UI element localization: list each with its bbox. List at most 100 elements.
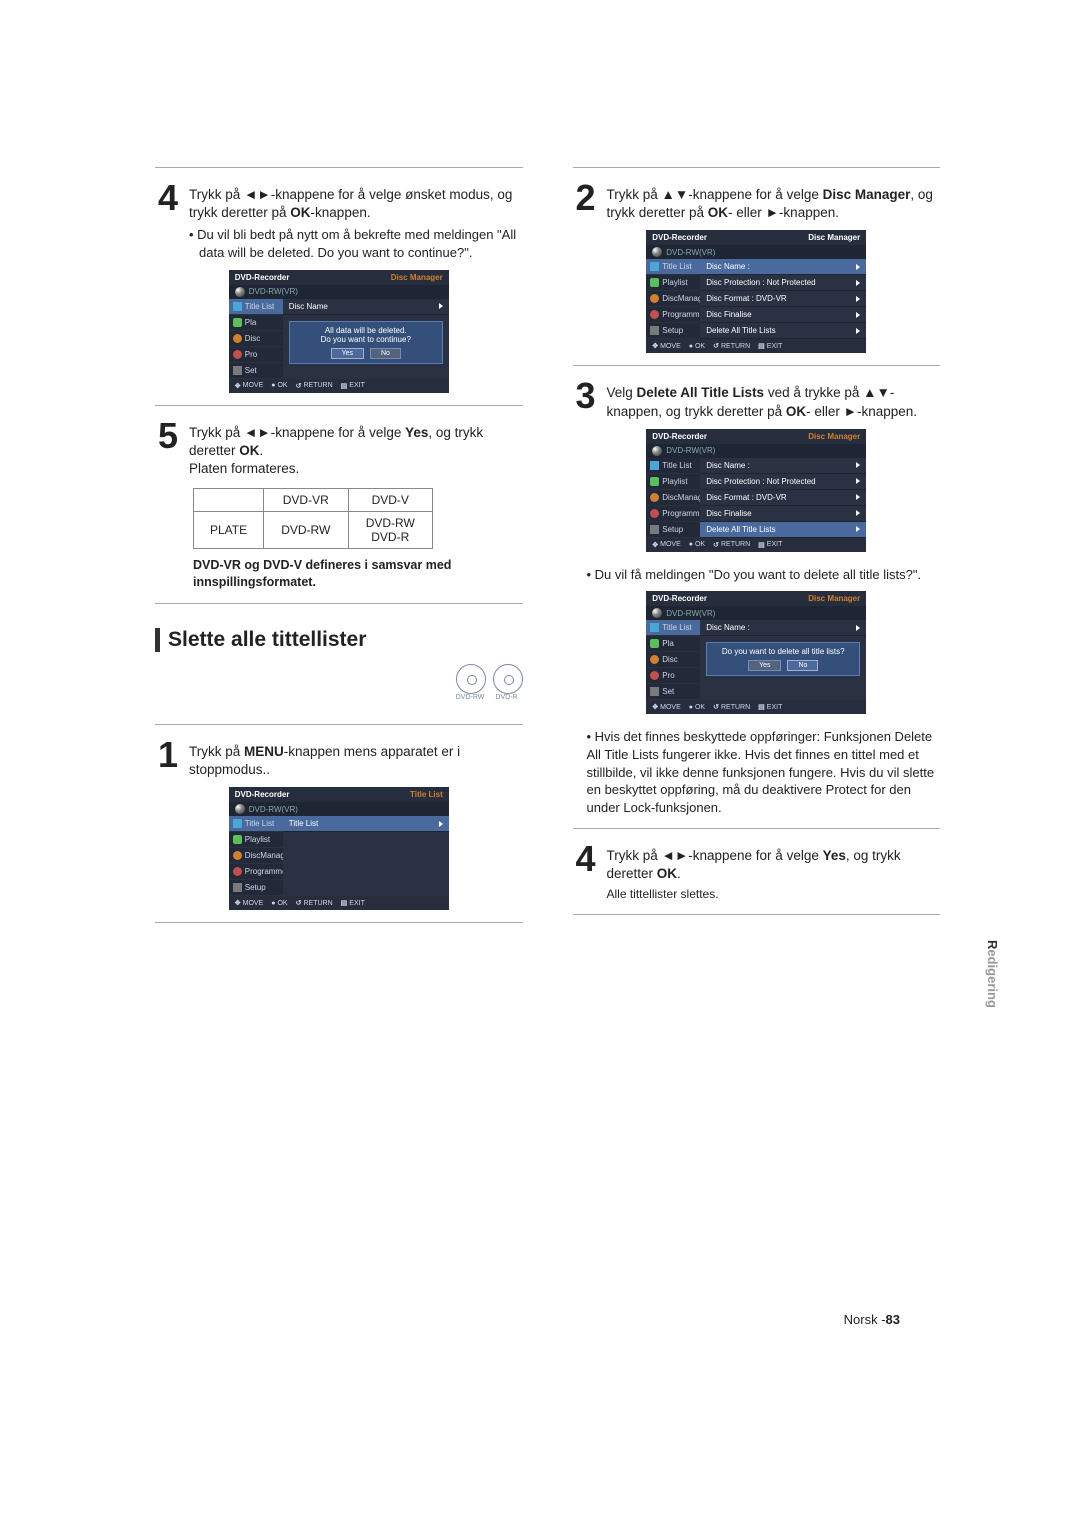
nav-label: Playlist xyxy=(662,278,687,287)
foot-label: OK xyxy=(695,343,705,350)
disc-badge-icon xyxy=(493,664,523,694)
shot-footer: ✥MOVE ●OK ↺RETURN ▤EXIT xyxy=(646,700,866,714)
nav-label: Title List xyxy=(662,461,692,470)
return-icon: ↺ xyxy=(713,541,719,549)
shot-dialog: Do you want to delete all title lists? Y… xyxy=(706,642,860,676)
nav-label: Playlist xyxy=(662,477,687,486)
setup-icon xyxy=(650,326,659,335)
foot-label: EXIT xyxy=(767,704,783,711)
step-text: Trykk på ◄►-knappene for å velge Yes, og… xyxy=(189,420,523,479)
shot-subheader: DVD-RW(VR) xyxy=(646,444,866,458)
step-text: Trykk på ◄►-knappene for å velge Yes, og… xyxy=(607,843,941,902)
shot-title: DVD-Recorder xyxy=(235,273,290,282)
ok-label: OK xyxy=(708,205,728,220)
t: . xyxy=(677,866,681,881)
shot-row: Disc Finalise xyxy=(700,307,866,323)
list-icon xyxy=(233,302,242,311)
row-label: Delete All Title Lists xyxy=(706,326,775,335)
shot-body: Title List Playlist DiscManager Programm… xyxy=(646,458,866,538)
setup-icon xyxy=(233,883,242,892)
prog-icon xyxy=(650,310,659,319)
shot-corner: Title List xyxy=(410,790,443,799)
nav-label: Pla xyxy=(245,318,257,327)
exit-icon: ▤ xyxy=(341,382,348,390)
arrow-r: ► xyxy=(766,205,779,220)
list-icon xyxy=(650,262,659,271)
play-icon xyxy=(233,835,242,844)
row-label: Disc Finalise xyxy=(706,509,751,518)
shot-main: Disc Name : Disc Protection : Not Protec… xyxy=(700,259,866,339)
nav-item: Set xyxy=(646,684,700,700)
exit-icon: ▤ xyxy=(341,899,348,907)
foot-label: EXIT xyxy=(349,382,365,389)
nav-item: Title List xyxy=(646,259,700,275)
shot-footer: ✥MOVE ●OK ↺RETURN ▤EXIT xyxy=(646,538,866,552)
disc-icon xyxy=(233,851,242,860)
nav-item: Programme xyxy=(646,307,700,323)
arrow-icon xyxy=(856,510,860,516)
shot-dialog: All data will be deleted. Do you want to… xyxy=(289,321,443,364)
shot-row: Disc Format : DVD-VR xyxy=(700,490,866,506)
shot-nav: Title List Playlist DiscManager Programm… xyxy=(646,259,700,339)
format-note: DVD-VR og DVD-V defineres i samsvar med … xyxy=(193,557,523,591)
side-tab: Redigering xyxy=(985,940,1000,1008)
row-label: Disc Name : xyxy=(706,623,750,632)
arrow-icon xyxy=(856,280,860,286)
nav-label: Disc xyxy=(662,655,678,664)
shot-nav: Title List Pla Disc Pro Set xyxy=(229,299,283,379)
move-icon: ✥ xyxy=(652,703,658,711)
foot-label: RETURN xyxy=(721,343,750,350)
foot-move: ✥MOVE xyxy=(235,382,264,390)
shot-corner: Disc Manager xyxy=(808,432,860,441)
shot-footer: ✥MOVE ●OK ↺RETURN ▤EXIT xyxy=(646,339,866,353)
ok-icon: ● xyxy=(689,704,693,711)
row-label: Disc Name xyxy=(289,302,328,311)
t: Trykk på xyxy=(189,744,244,759)
foot-label: MOVE xyxy=(660,541,681,548)
foot-ok: ●OK xyxy=(689,342,705,350)
t: Trykk på xyxy=(607,187,662,202)
dm-label: Disc Manager xyxy=(823,187,911,202)
no-button: No xyxy=(370,348,401,359)
t: -knappen. xyxy=(857,404,917,419)
no-button: No xyxy=(787,660,818,671)
screenshot-confirm-format: DVD-Recorder Disc Manager DVD-RW(VR) Tit… xyxy=(229,270,449,393)
step-2: 2 Trykk på ▲▼-knappene for å velge Disc … xyxy=(573,182,941,222)
arrows-ud: ▲▼ xyxy=(863,385,890,400)
nav-label: Setup xyxy=(245,883,266,892)
nav-item: Title List xyxy=(229,299,283,315)
nav-label: Programme xyxy=(662,310,704,319)
foot-label: RETURN xyxy=(721,704,750,711)
separator xyxy=(573,828,941,829)
nav-item: Programme xyxy=(646,506,700,522)
step-number: 1 xyxy=(155,739,181,779)
foot-ok: ●OK xyxy=(271,899,287,907)
shot-row: Disc Finalise xyxy=(700,506,866,522)
arrow-icon xyxy=(439,303,443,309)
row-label: Disc Format : DVD-VR xyxy=(706,493,786,502)
nav-label: Setup xyxy=(662,525,683,534)
play-icon xyxy=(650,477,659,486)
shot-row: Disc Name : xyxy=(700,458,866,474)
ok-icon: ● xyxy=(271,382,275,389)
foot-label: RETURN xyxy=(721,541,750,548)
return-icon: ↺ xyxy=(713,342,719,350)
shot-row: Title List xyxy=(283,816,449,832)
foot-exit: ▤EXIT xyxy=(758,703,782,711)
t: - eller xyxy=(806,404,844,419)
play-icon xyxy=(650,278,659,287)
separator xyxy=(573,914,941,915)
nav-label: Programme xyxy=(245,867,287,876)
return-icon: ↺ xyxy=(296,899,302,907)
list-icon xyxy=(650,623,659,632)
disc-icon xyxy=(650,493,659,502)
shot-corner: Disc Manager xyxy=(808,233,860,242)
foot-label: MOVE xyxy=(660,343,681,350)
foot-return: ↺RETURN xyxy=(713,703,750,711)
arrows-lr: ◄► xyxy=(244,187,271,202)
step-number: 2 xyxy=(573,182,599,222)
nav-label: Disc xyxy=(245,334,261,343)
nav-item: Setup xyxy=(646,522,700,538)
arrow-icon xyxy=(856,328,860,334)
nav-label: Title List xyxy=(662,262,692,271)
